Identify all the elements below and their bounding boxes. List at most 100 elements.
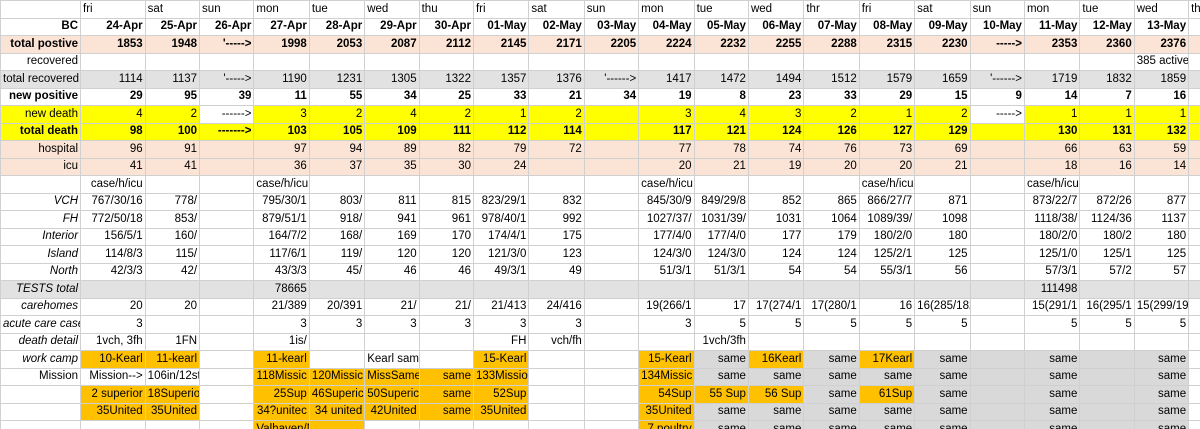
data-cell[interactable]: 180/2/0	[858, 227, 916, 246]
row-label[interactable]	[0, 175, 82, 194]
data-cell[interactable]: 2353	[1023, 35, 1081, 54]
sheet-row[interactable]: acute care case 3 3 3 3 3 3 3 3 5 5 5 5 5 5 5 5	[0, 315, 1200, 334]
day-cell[interactable]: fri	[858, 0, 916, 19]
data-cell[interactable]: 1118/38/	[1023, 210, 1081, 229]
data-cell[interactable]	[199, 385, 255, 404]
row-label[interactable]: total recovered	[0, 70, 82, 89]
data-cell[interactable]: 21/389	[253, 297, 310, 316]
row-label[interactable]: TESTS total	[0, 280, 82, 299]
row-label[interactable]: total postive	[0, 35, 82, 54]
data-cell[interactable]: 43/3/3	[253, 262, 310, 281]
data-cell[interactable]	[914, 280, 971, 299]
data-cell[interactable]: 8	[693, 87, 749, 106]
data-cell[interactable]: 79	[472, 140, 530, 159]
data-cell[interactable]: 2315	[858, 35, 916, 54]
data-cell[interactable]	[747, 52, 805, 71]
sheet-row[interactable]: Island 114/8/3 115/117/6/1 119/120 120 121/3/…	[0, 245, 1200, 264]
data-cell[interactable]	[583, 402, 640, 421]
data-cell[interactable]	[1079, 420, 1135, 429]
data-cell[interactable]: 1	[858, 105, 916, 124]
data-cell[interactable]: 39	[199, 87, 255, 106]
data-cell[interactable]	[583, 385, 640, 404]
data-cell[interactable]	[308, 420, 366, 429]
day-cell[interactable]: tue	[308, 0, 366, 19]
data-cell[interactable]: 120Missic	[308, 367, 366, 386]
data-cell[interactable]: 125	[1133, 245, 1190, 264]
data-cell[interactable]: 1190	[253, 70, 310, 89]
data-cell[interactable]: 55 Sup	[693, 385, 749, 404]
sheet-row[interactable]: total death 98 100 -------> 103 105 109 111 112 1…	[0, 122, 1200, 141]
data-cell[interactable]: 61Sup	[858, 385, 916, 404]
data-cell[interactable]: 34 united	[308, 402, 366, 421]
data-cell[interactable]	[1188, 297, 1200, 316]
data-cell[interactable]: 2230	[914, 35, 971, 54]
date-cell[interactable]: 28-Apr	[308, 17, 366, 36]
data-cell[interactable]: 78	[693, 140, 749, 159]
data-cell[interactable]: 5	[1079, 315, 1135, 334]
data-cell[interactable]: 3	[418, 315, 474, 334]
data-cell[interactable]: 124	[747, 122, 805, 141]
day-cell[interactable]: tue	[1079, 0, 1135, 19]
data-cell[interactable]	[199, 262, 255, 281]
data-cell[interactable]	[364, 280, 420, 299]
day-cell[interactable]: wed	[747, 0, 805, 19]
data-cell[interactable]: same	[1023, 385, 1081, 404]
sheet-row[interactable]: VCH 767/30/16 778/795/30/1 803/811 815 823/29…	[0, 192, 1200, 211]
data-cell[interactable]: 803/	[308, 192, 366, 211]
data-cell[interactable]: 126	[803, 122, 860, 141]
data-cell[interactable]: 95	[144, 87, 201, 106]
data-cell[interactable]: 2205	[583, 35, 640, 54]
data-cell[interactable]	[199, 420, 255, 429]
data-cell[interactable]	[583, 315, 640, 334]
data-cell[interactable]	[1188, 87, 1200, 106]
data-cell[interactable]: 35United	[80, 402, 146, 421]
data-cell[interactable]: 3	[638, 105, 695, 124]
row-label[interactable]: VCH	[0, 192, 82, 211]
data-cell[interactable]: 767/30/16	[80, 192, 146, 211]
data-cell[interactable]: 117	[638, 122, 695, 141]
data-cell[interactable]	[472, 280, 530, 299]
data-cell[interactable]: 20	[144, 297, 201, 316]
data-cell[interactable]	[308, 332, 366, 351]
data-cell[interactable]	[1079, 385, 1135, 404]
data-cell[interactable]: 19	[638, 87, 695, 106]
day-cell[interactable]: sun	[199, 0, 255, 19]
data-cell[interactable]	[418, 280, 474, 299]
day-cell[interactable]: thu	[418, 0, 474, 19]
day-cell[interactable]: sat	[528, 0, 585, 19]
data-cell[interactable]	[528, 367, 585, 386]
data-cell[interactable]	[1188, 105, 1200, 124]
data-cell[interactable]: 20	[638, 157, 695, 176]
data-cell[interactable]: Valhaven/MSA	[253, 420, 310, 429]
data-cell[interactable]: 778/	[144, 192, 201, 211]
data-cell[interactable]	[1188, 262, 1200, 281]
sheet-row[interactable]: icu 41 41 36 37 35 30 24 20 21 19 20 20 21 18 16 14	[0, 157, 1200, 176]
data-cell[interactable]: 1vch/3fh	[693, 332, 749, 351]
data-cell[interactable]	[364, 332, 420, 351]
data-cell[interactable]	[308, 350, 366, 369]
data-cell[interactable]: 866/27/7	[858, 192, 916, 211]
data-cell[interactable]	[144, 315, 201, 334]
sheet-row[interactable]: hospital 96 91 97 94 89 82 79 72 77 78 74 76 73 69 66 63…	[0, 140, 1200, 159]
data-cell[interactable]	[80, 280, 146, 299]
data-cell[interactable]: 1417	[638, 70, 695, 89]
data-cell[interactable]: 3	[253, 105, 310, 124]
data-cell[interactable]: 941	[364, 210, 420, 229]
data-cell[interactable]: 24	[472, 157, 530, 176]
date-cell[interactable]: 02-May	[528, 17, 585, 36]
data-cell[interactable]: 4	[693, 105, 749, 124]
data-cell[interactable]: same	[914, 402, 971, 421]
data-cell[interactable]: 129	[914, 122, 971, 141]
data-cell[interactable]: 815	[418, 192, 474, 211]
sheet-row[interactable]: 35United 35United 34?unitec 34 united 42Unit…	[0, 402, 1200, 421]
data-cell[interactable]: same	[1023, 420, 1081, 429]
data-cell[interactable]	[364, 52, 420, 71]
data-cell[interactable]	[253, 52, 310, 71]
date-cell[interactable]: 27-Apr	[253, 17, 310, 36]
day-cell[interactable]: th	[1188, 0, 1200, 19]
data-cell[interactable]	[969, 175, 1025, 194]
data-cell[interactable]: 1is/	[253, 332, 310, 351]
data-cell[interactable]: same	[1023, 367, 1081, 386]
data-cell[interactable]: 2171	[528, 35, 585, 54]
